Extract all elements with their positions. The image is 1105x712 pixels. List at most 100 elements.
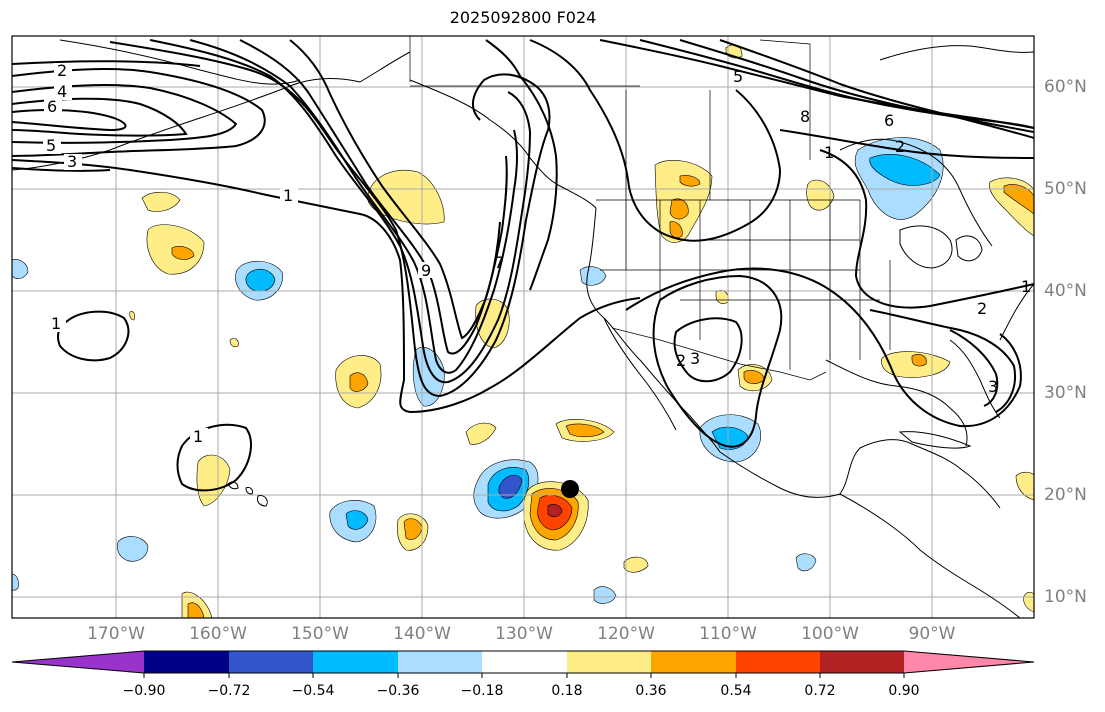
lat-tick-label: 50°N	[1044, 179, 1087, 199]
storm-marker	[561, 480, 579, 498]
contour-line	[625, 267, 1022, 428]
contour-label-halos	[43, 63, 436, 444]
contour-line	[673, 317, 743, 383]
contour-label: 7	[494, 253, 504, 272]
contour-labels: 2 4 6 5 3 1 9 1 1 7 5 8 6 2 1 2 3 2 3 1	[46, 61, 1031, 446]
contour-lines	[11, 39, 1035, 492]
colorbar-label: −0.36	[376, 683, 420, 699]
contour-label: 4	[57, 82, 67, 101]
contour-line	[639, 39, 1035, 129]
shade-blob	[349, 372, 369, 392]
lon-tick-label: 150°W	[291, 624, 349, 644]
shade-blob	[129, 311, 135, 321]
lon-tick-label: 110°W	[699, 624, 757, 644]
shade-blob	[623, 556, 649, 573]
colorbar-low-extend	[12, 651, 144, 673]
alaska-coast	[11, 51, 411, 171]
political-borders	[409, 36, 891, 381]
lon-tick-label: 160°W	[189, 624, 247, 644]
shade-blob	[412, 346, 445, 407]
contour-line	[949, 329, 999, 407]
colorbar-label: −0.90	[122, 683, 166, 699]
contour-line	[11, 68, 266, 157]
graticule	[12, 36, 1034, 618]
lon-tick-label: 140°W	[393, 624, 451, 644]
lon-tick-label: 90°W	[908, 624, 956, 644]
lat-tick-label: 10°N	[1044, 587, 1087, 607]
shade-blob	[11, 573, 19, 591]
lat-tick-label: 30°N	[1044, 383, 1087, 403]
contour-line	[719, 39, 1035, 139]
shade-blob	[806, 179, 835, 211]
lat-tick-label: 60°N	[1044, 77, 1087, 97]
labrador-coast	[879, 45, 1035, 61]
contour-label: 3	[690, 349, 700, 368]
contour-line	[11, 60, 201, 67]
shade-blob	[141, 191, 181, 212]
colorbar-segment	[567, 651, 652, 673]
colorbar-segment	[651, 651, 736, 673]
shade-blob	[1015, 471, 1035, 501]
contour-line	[599, 39, 1035, 129]
contour-line	[11, 159, 641, 414]
contour-label: 2	[676, 351, 686, 370]
mexico-coast	[719, 439, 1001, 509]
contour-label: 2	[895, 137, 905, 156]
contour-line	[109, 41, 551, 398]
contour-line	[289, 39, 501, 340]
shade-blob	[679, 175, 701, 187]
contour-label: 5	[46, 136, 56, 155]
colorbar-label: −0.72	[207, 683, 251, 699]
colorbar-segment	[144, 651, 229, 673]
contour-line	[779, 129, 1035, 159]
shade-blob	[669, 198, 689, 220]
contour-line	[11, 109, 127, 132]
colorbar-label: 0.90	[888, 683, 920, 699]
contour-label: 3	[988, 377, 998, 396]
shade-blob	[229, 338, 239, 348]
contour-line	[239, 39, 508, 355]
province-line	[759, 39, 811, 160]
contour-line	[189, 39, 518, 374]
colorbar	[11, 650, 1035, 678]
contour-label: 1	[193, 427, 203, 446]
lat-tick-label: 20°N	[1044, 485, 1087, 505]
contour-label: 1	[283, 186, 293, 205]
cuba	[898, 431, 972, 449]
contour-label: 9	[421, 261, 431, 280]
colorbar-segment	[229, 651, 314, 673]
shaded-anomaly-layer	[11, 44, 1035, 619]
shade-blob	[465, 422, 497, 445]
baja-coast	[603, 317, 677, 431]
shade-blob	[498, 474, 523, 499]
colorbar-segment	[820, 651, 905, 673]
shade-blob	[171, 246, 195, 260]
coastlines	[11, 39, 1035, 619]
gulf-coast	[825, 359, 968, 447]
shade-blob	[196, 454, 231, 507]
great-lakes-2	[955, 235, 983, 262]
contour-line	[11, 167, 111, 172]
contour-line	[11, 84, 238, 144]
shade-blob	[245, 268, 276, 292]
great-lakes	[899, 225, 953, 269]
shade-blob	[345, 510, 369, 530]
shade-blob	[579, 266, 607, 286]
shade-blob	[911, 354, 927, 367]
florida-coast	[949, 339, 1001, 419]
contour-label: 6	[884, 111, 894, 130]
lon-tick-label: 170°W	[87, 624, 145, 644]
contour-label: 5	[733, 67, 743, 86]
shade-blob	[795, 553, 817, 572]
colorbar-high-extend	[904, 651, 1034, 673]
east-coast	[999, 283, 1035, 341]
contour-line	[485, 39, 558, 291]
colorbar-label: −0.18	[460, 683, 504, 699]
us-mexico-border	[611, 327, 827, 381]
contour-line	[869, 309, 1016, 413]
hudson-coast	[839, 138, 993, 247]
contour-line	[819, 149, 1035, 309]
hawaii-3	[257, 495, 268, 507]
contour-line	[529, 39, 782, 242]
